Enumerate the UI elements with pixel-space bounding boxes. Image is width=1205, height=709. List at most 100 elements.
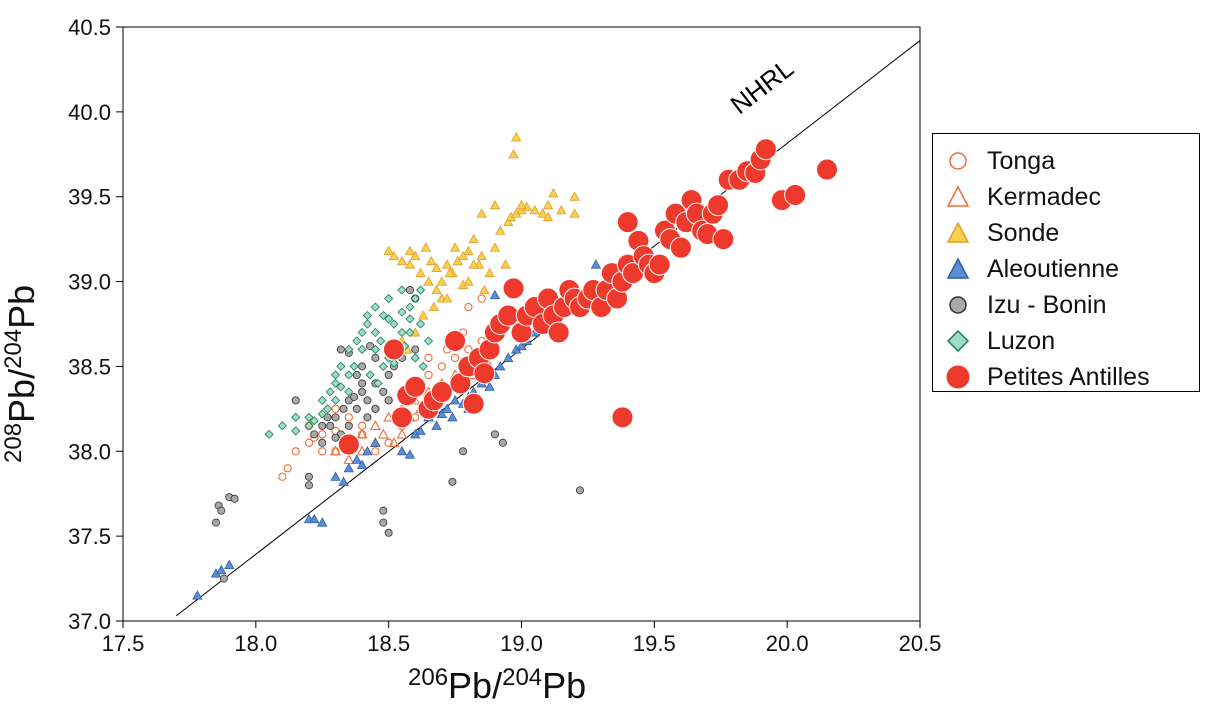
data-point [336, 345, 345, 354]
legend-label-kermadec: Kermadec [987, 183, 1101, 211]
legend-label-aleoutienne: Aleoutienne [987, 255, 1120, 283]
data-point [452, 255, 463, 266]
data-point [415, 267, 426, 278]
data-point [511, 131, 522, 142]
data-point [495, 361, 506, 371]
data-point [411, 345, 420, 354]
data-point [410, 293, 420, 304]
legend-item-luzon: Luzon [933, 322, 1199, 360]
legend-label-sonde: Sonde [987, 219, 1060, 247]
legend-marker-kermadec [946, 185, 970, 207]
data-point [430, 380, 453, 403]
data-point [388, 437, 400, 447]
series-sonde [383, 131, 580, 354]
data-point [283, 464, 292, 473]
data-point [396, 445, 408, 456]
y-axis-title: 208Pb/204Pb [0, 284, 42, 463]
data-point [309, 416, 319, 426]
data-point [330, 445, 341, 456]
data-point [278, 472, 287, 481]
data-point [396, 255, 408, 266]
data-point [356, 459, 368, 469]
data-point [410, 250, 421, 261]
data-point [548, 187, 559, 198]
x-tick-label: 20.5 [899, 631, 942, 656]
data-point [371, 404, 380, 413]
data-point [330, 378, 341, 388]
data-point [371, 353, 380, 362]
y-axis-title-sup2: 204 [0, 328, 27, 369]
data-point [291, 396, 300, 405]
data-point [291, 412, 301, 422]
data-point [424, 370, 433, 380]
data-point [304, 472, 313, 481]
data-point [484, 267, 495, 278]
series-petites-antilles [337, 138, 839, 456]
data-point [330, 370, 341, 380]
data-point [444, 329, 467, 352]
data-point [379, 518, 388, 527]
y-tick-label: 39.5 [68, 185, 111, 210]
data-point [556, 204, 567, 215]
data-point [373, 378, 383, 388]
data-point [310, 430, 319, 439]
data-point [500, 259, 511, 269]
data-point [459, 447, 468, 456]
y-tick-label: 40.5 [68, 15, 111, 40]
data-point [291, 426, 301, 436]
data-point [449, 395, 461, 405]
data-point [441, 293, 453, 303]
reference-line-label: NHRL [725, 53, 799, 120]
data-point [436, 276, 447, 286]
data-point [431, 284, 442, 295]
data-point [569, 208, 580, 218]
data-point [317, 395, 327, 405]
data-point [378, 310, 388, 321]
data-point [344, 344, 354, 355]
y-axis-title-base1: Pb/ [1, 368, 42, 423]
data-point [382, 338, 405, 361]
data-point [384, 370, 393, 379]
data-point [542, 199, 554, 210]
data-point [358, 379, 367, 388]
data-point [370, 302, 380, 312]
data-point [356, 445, 368, 456]
data-point [317, 409, 327, 419]
x-tick-label: 20.0 [766, 631, 809, 656]
data-point [322, 404, 333, 414]
legend-label-tonga: Tonga [987, 147, 1056, 175]
data-point [371, 447, 380, 456]
data-point [350, 392, 359, 401]
data-point [352, 370, 361, 379]
data-point [304, 421, 314, 431]
data-point [384, 314, 394, 324]
data-point [569, 191, 580, 201]
data-point [219, 574, 228, 583]
data-point [448, 477, 457, 486]
data-point [339, 404, 348, 413]
data-point [423, 276, 434, 286]
data-point [277, 421, 287, 431]
data-point [216, 564, 227, 575]
data-point [230, 494, 239, 503]
x-tick-label: 19.5 [633, 631, 676, 656]
data-point [404, 449, 416, 459]
data-point [388, 250, 400, 261]
data-point [447, 412, 458, 422]
data-point [529, 204, 540, 215]
legend-label-izu-bonin: Izu - Bonin [987, 291, 1107, 319]
data-point [344, 370, 354, 380]
y-axis-title-base2: Pb [1, 284, 42, 329]
y-tick-label: 40.0 [68, 100, 111, 125]
data-point [547, 321, 570, 344]
data-point [397, 327, 407, 338]
data-point [516, 340, 527, 351]
data-point [784, 184, 807, 207]
data-point [211, 518, 220, 527]
data-point [508, 148, 519, 159]
data-point [542, 211, 554, 222]
data-point [436, 408, 447, 418]
data-point [379, 506, 388, 515]
data-point [357, 344, 367, 355]
